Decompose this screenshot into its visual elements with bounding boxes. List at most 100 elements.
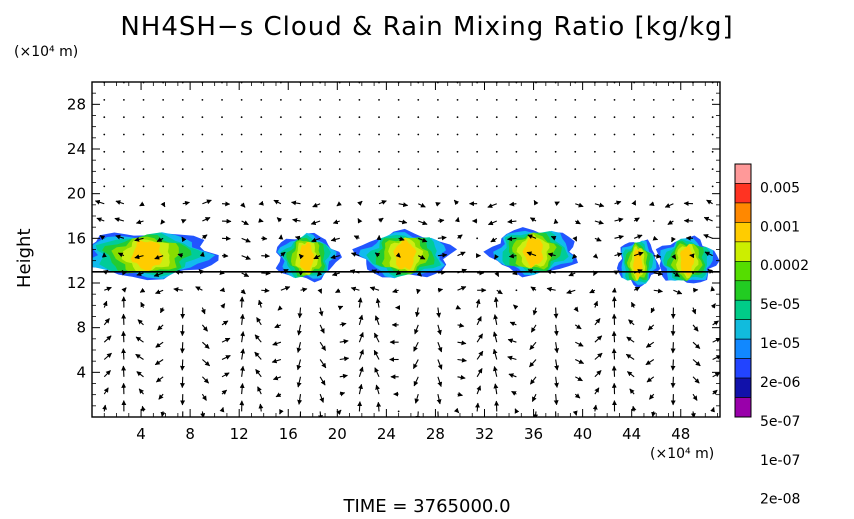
cloud-contour [522,235,544,269]
wind-dot [279,185,282,188]
wind-vector [553,307,559,319]
wind-vector [511,390,517,396]
wind-vector [413,376,419,387]
wind-vector [435,202,441,207]
wind-vector [707,268,713,275]
wind-dot [378,168,380,171]
wind-vector [476,333,484,343]
wind-vector [575,358,585,364]
wind-vector [319,359,327,369]
colorbar-swatch [734,319,752,340]
wind-vector [416,271,422,277]
wind-dot [319,98,322,101]
wind-vector [336,409,342,416]
wind-dot [633,116,636,119]
wind-dot [417,168,420,171]
wind-dot [358,133,361,136]
wind-vector [493,383,499,395]
wind-dot [397,410,400,413]
wind-vector [631,405,637,412]
colorbar-label: 5e-05 [760,297,800,313]
chart-title: NH4SH−s Cloud & Rain Mixing Ratio [kg/kg… [120,12,734,42]
wind-vector [241,255,251,260]
wind-vector [241,237,251,243]
wind-vector [507,236,517,242]
colorbar-swatch [734,397,752,418]
wind-vector [572,410,578,416]
wind-vector [614,234,624,240]
x-tick-label: 16 [279,425,298,443]
wind-vector [350,286,360,292]
wind-dot [299,116,302,119]
wind-vector [375,384,380,395]
wind-vector [374,367,380,378]
wind-vector [509,321,517,327]
wind-dot [692,272,694,274]
wind-vector [533,411,539,417]
wind-vector [318,307,324,317]
wind-vector [398,236,405,242]
wind-vector [220,303,226,309]
wind-vector [337,305,344,311]
wind-vector [256,317,262,326]
wind-vector [373,349,380,360]
wind-vector [414,393,420,404]
wind-vector [358,349,364,360]
wind-vector [297,394,303,405]
wind-vector [179,359,185,371]
wind-vector [160,219,166,225]
wind-dot [338,98,341,101]
wind-vector [373,332,380,343]
wind-vector [375,297,381,308]
wind-vector [526,251,537,257]
wind-dot [535,185,537,188]
wind-vector [155,341,164,348]
wind-dot [613,168,616,171]
wind-dot [692,116,694,119]
wind-dot [299,168,302,171]
colorbar-label: 0.005 [760,180,800,196]
wind-dot [122,98,125,101]
wind-vector [629,388,635,395]
cloud-field [92,227,720,289]
wind-vector [457,322,465,328]
wind-dot [456,133,459,136]
wind-vector [704,251,713,257]
wind-vector [418,202,426,208]
wind-dot [652,133,655,136]
y-tick-label: 16 [67,229,86,247]
colorbar-swatch [734,261,752,282]
wind-vector [476,385,482,395]
colorbar-label: 1e-05 [760,336,800,352]
wind-dot [338,133,341,136]
colorbar-swatch [734,280,752,301]
wind-vector [296,376,302,388]
wind-vector [594,202,605,208]
wind-vector [177,253,183,258]
wind-vector [117,252,125,258]
wind-vector [631,301,636,308]
wind-vector [594,219,604,225]
wind-dot [103,133,106,136]
wind-vector [310,220,321,225]
wind-vector [319,393,325,403]
wind-vector [312,202,321,208]
wind-vector [437,341,443,353]
wind-vector [115,234,125,240]
wind-vector [568,271,576,277]
wind-dot [358,185,361,188]
wind-vector [202,199,212,205]
wind-dot [181,133,184,136]
wind-vector [593,300,599,308]
wind-vector [476,368,483,378]
wind-vector [154,359,164,366]
wind-vector [154,254,164,260]
wind-vector [358,314,364,326]
wind-dot [436,133,439,136]
colorbar-label: 5e-07 [760,414,800,430]
wind-vector [336,201,342,207]
wind-dot [378,185,380,188]
colorbar-swatch [734,377,752,398]
wind-dot [162,168,165,171]
